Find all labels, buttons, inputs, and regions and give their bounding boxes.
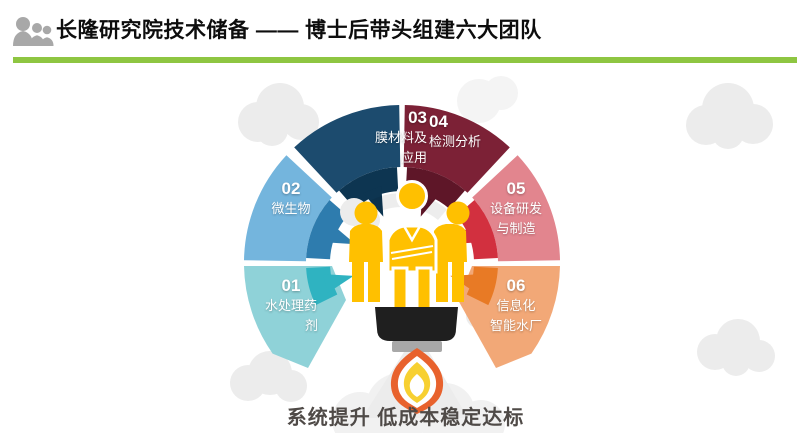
- rocket-flame-icon: [375, 307, 458, 414]
- ring-segments: [244, 105, 560, 368]
- cloud-bottom-right: [697, 319, 775, 376]
- rocket-nozzle: [392, 341, 442, 352]
- segment-02-arrow: [324, 224, 356, 245]
- segment-06-band: [466, 266, 498, 306]
- segment-03-band: [339, 167, 399, 209]
- segment-02-number: 02: [281, 179, 301, 198]
- segment-03-shape: [294, 105, 401, 193]
- cloud-decorations: [230, 76, 775, 433]
- segment-06-label: 06 信息化 智能水厂: [477, 276, 555, 336]
- flame-core: [409, 374, 425, 397]
- people-group-icon: [13, 17, 54, 46]
- segment-04-shape: [403, 105, 510, 193]
- segment-03-arrow: [363, 185, 384, 217]
- cloud-top-left: [238, 83, 319, 146]
- segment-04-label: 04 检测分析: [429, 112, 519, 152]
- team-member-left: [349, 201, 383, 302]
- segment-01-number: 01: [281, 276, 301, 295]
- cloud-bottom-left: [230, 351, 307, 402]
- title-divider: [13, 57, 797, 63]
- segment-02-band: [306, 200, 348, 260]
- segment-01-arrow: [322, 274, 354, 293]
- segment-05-number: 05: [506, 179, 526, 198]
- segment-01-label: 01 水处理药 剂: [252, 276, 330, 336]
- team-center-collar: [402, 225, 422, 243]
- segment-04-band: [405, 167, 465, 209]
- segment-06-number: 06: [506, 276, 526, 295]
- segment-02-label: 02 微生物: [252, 179, 330, 219]
- footer-slogan: 系统提升 低成本稳定达标: [286, 407, 525, 429]
- page-title: 长隆研究院技术储备 —— 博士后带头组建六大团队: [56, 19, 542, 42]
- team-member-center: [386, 180, 438, 320]
- segment-01-band: [306, 266, 338, 306]
- header: 长隆研究院技术储备 —— 博士后带头组建六大团队: [0, 0, 811, 63]
- cloud-top-right: [686, 83, 773, 149]
- team-icon: [349, 180, 470, 320]
- team-center-crossed-arms: [390, 245, 434, 260]
- segment-03-number: 03: [408, 108, 427, 127]
- segment-03-label: 03 膜材料及 应用: [333, 108, 427, 168]
- segment-02-shape: [244, 155, 332, 262]
- cloud-top-center: [457, 76, 518, 123]
- segment-05-label: 05 设备研发 与制造: [477, 179, 555, 239]
- segment-04-number: 04: [429, 112, 448, 131]
- rocket-platform: [375, 307, 458, 341]
- segment-05-shape: [472, 155, 560, 262]
- team-member-right: [433, 201, 470, 302]
